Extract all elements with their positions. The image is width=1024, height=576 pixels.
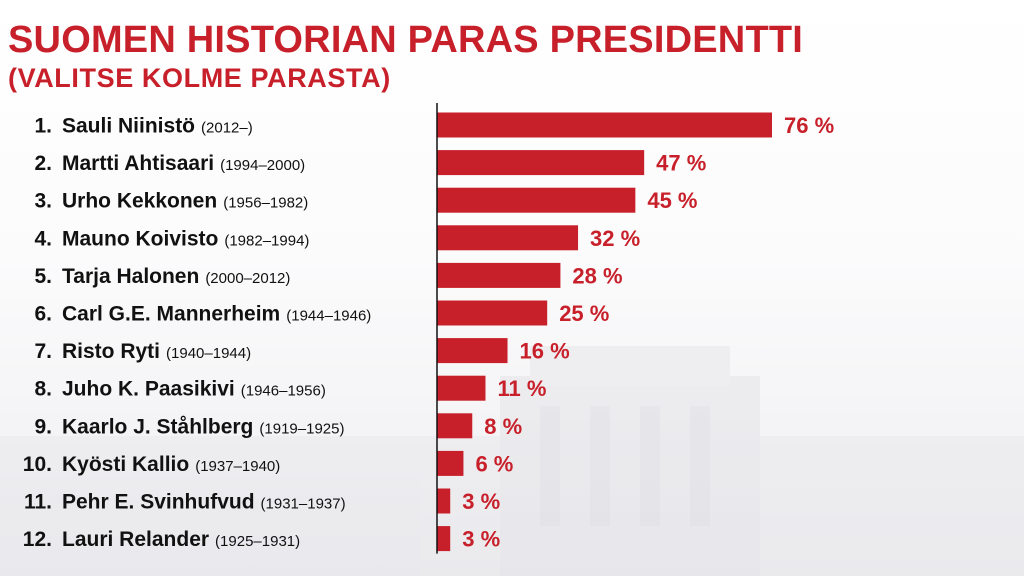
tick-label-name: Carl G.E. Mannerheim (1944–1946) [62,303,371,326]
tick-label-name: Sauli Niinistö (2012–) [62,115,253,138]
bar [437,225,579,251]
data-label: 6 % [475,451,513,476]
tick-label-rank: 7. [34,340,52,363]
tick-label-president: Kyösti Kallio [62,453,189,476]
tick-label-rank: 2. [34,152,52,175]
data-label: 8 % [484,414,522,439]
tick-label-rank: 9. [34,415,52,438]
data-label: 32 % [590,226,640,251]
tick-label-rank: 1. [34,115,52,138]
tick-label-president: Risto Ryti [62,340,160,363]
tick-label-years: (1994–2000) [220,157,305,174]
bar [437,187,636,213]
tick-label-years: (1919–1925) [259,420,344,437]
bar [437,338,508,364]
tick-label-president: Mauno Koivisto [62,227,218,250]
tick-label-years: (1937–1940) [195,458,280,475]
bar [437,262,561,288]
tick-label-rank: 3. [34,190,52,213]
data-label: 11 % [497,376,546,401]
data-label: 3 % [462,489,500,514]
tick-label-years: (1946–1956) [241,383,326,400]
tick-label-rank: 11. [24,491,52,514]
tick-label-rank: 10. [23,453,52,476]
chart-subtitle: (VALITSE KOLME PARASTA) [8,63,391,93]
data-label: 16 % [520,339,570,364]
bar [437,488,451,514]
tick-label-name: Lauri Relander (1925–1931) [62,528,300,551]
tick-label-rank: 8. [34,378,52,401]
tick-label-name: Mauno Koivisto (1982–1994) [62,227,309,250]
tick-label-president: Urho Kekkonen [62,190,217,213]
tick-label-name: Pehr E. Svinhufvud (1931–1937) [62,491,346,514]
tick-label-rank: 6. [34,303,52,326]
tick-label-years: (1944–1946) [286,308,371,325]
tick-label-name: Kyösti Kallio (1937–1940) [62,453,280,476]
tick-label-name: Risto Ryti (1940–1944) [62,340,251,363]
tick-label-years: (1956–1982) [223,195,308,212]
tick-label-president: Lauri Relander [62,528,209,551]
tick-label-president: Juho K. Paasikivi [62,378,235,401]
bar [437,300,548,326]
data-label: 47 % [656,151,706,176]
bar [437,150,645,176]
data-label: 76 % [784,113,834,138]
tick-label-years: (1925–1931) [215,533,300,550]
data-label: 45 % [647,188,697,213]
chart-title: SUOMEN HISTORIAN PARAS PRESIDENTTI [8,19,804,61]
tick-label-name: Tarja Halonen (2000–2012) [62,265,290,288]
tick-label-name: Urho Kekkonen (1956–1982) [62,190,308,213]
tick-label-years: (1940–1944) [166,345,251,362]
bar [437,450,464,476]
tick-label-years: (1982–1994) [224,232,309,249]
data-label: 28 % [572,263,622,288]
background-building-silhouette [0,346,1024,576]
bar [437,413,473,439]
bar [437,112,772,138]
tick-label-name: Martti Ahtisaari (1994–2000) [62,152,305,175]
tick-label-rank: 4. [34,227,52,250]
bar [437,526,451,552]
tick-label-president: Sauli Niinistö [62,115,195,138]
tick-label-rank: 5. [34,265,52,288]
tick-label-years: (1931–1937) [261,496,346,513]
tick-label-name: Kaarlo J. Ståhlberg (1919–1925) [62,415,344,438]
tick-label-president: Tarja Halonen [62,265,199,288]
bar [437,375,486,401]
data-label: 3 % [462,527,500,552]
tick-label-name: Juho K. Paasikivi (1946–1956) [62,378,326,401]
tick-label-president: Carl G.E. Mannerheim [62,303,280,326]
tick-label-years: (2000–2012) [205,270,290,287]
tick-label-rank: 12. [23,528,52,551]
tick-label-president: Martti Ahtisaari [62,152,214,175]
tick-label-years: (2012–) [201,120,253,137]
tick-label-president: Pehr E. Svinhufvud [62,491,255,514]
data-label: 25 % [559,301,609,326]
tick-label-president: Kaarlo J. Ståhlberg [62,415,253,438]
